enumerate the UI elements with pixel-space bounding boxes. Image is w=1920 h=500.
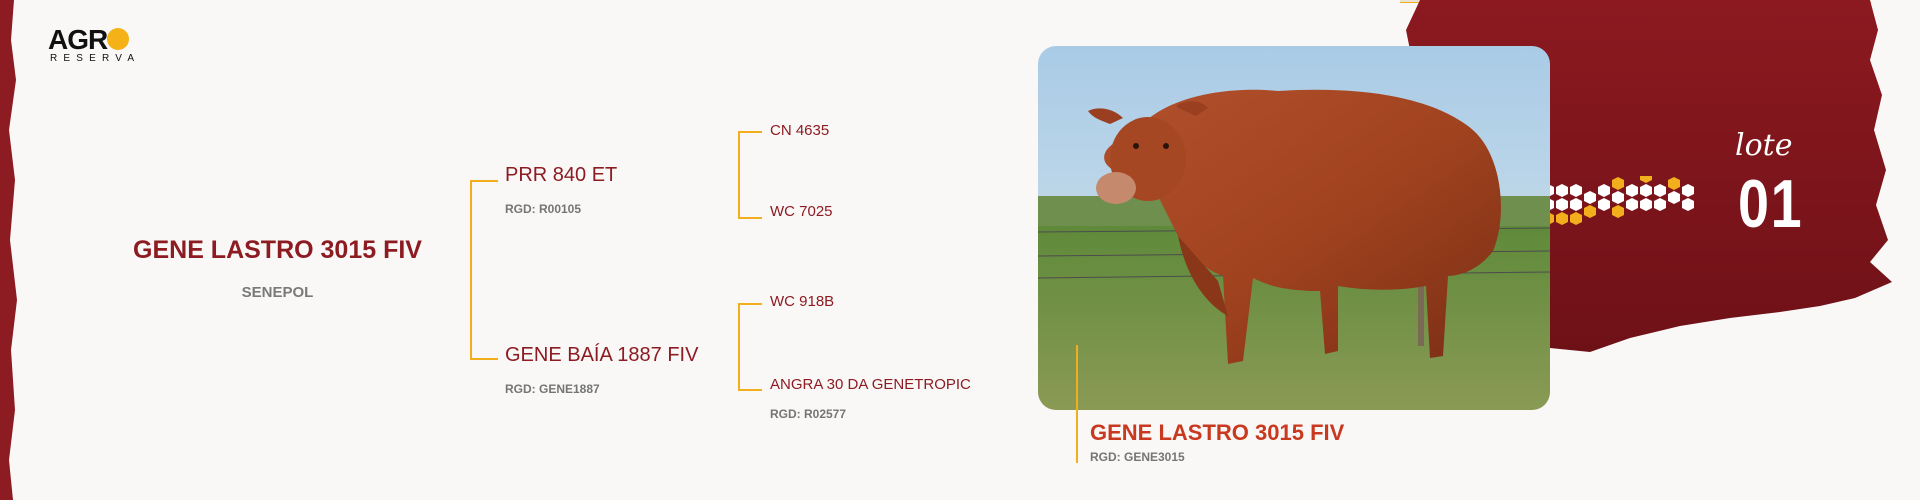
pedigree-connector <box>470 358 498 360</box>
sire-sire-name: CN 4635 <box>770 122 830 139</box>
animal-photo <box>1038 46 1550 410</box>
pedigree-connector <box>738 217 762 219</box>
pedigree-connector <box>738 303 762 305</box>
pedigree-connector <box>470 180 472 360</box>
pedigree-connector <box>470 180 498 182</box>
bull-photo-image <box>1038 46 1550 410</box>
dam-rgd: RGD: GENE1887 <box>505 382 600 396</box>
logo-wordmark: AGR <box>48 24 130 55</box>
logo-subtitle: RESERVA <box>50 53 141 64</box>
pedigree-connector <box>738 303 740 391</box>
lot-label: lote <box>1735 128 1793 163</box>
subject-name: GENE LASTRO 3015 FIV <box>133 236 422 264</box>
photo-caption-rgd: RGD: GENE3015 <box>1090 450 1185 464</box>
photo-caption-name: GENE LASTRO 3015 FIV <box>1090 420 1345 445</box>
lot-number: 01 <box>1738 166 1804 242</box>
hexagon-pattern-icon <box>1542 176 1694 225</box>
agro-reserva-logo: AGR RESERVA <box>48 26 158 68</box>
dam-sire-name: WC 918B <box>770 293 835 310</box>
logo-clock-icon <box>107 28 130 50</box>
dam-dam-rgd: RGD: R02577 <box>770 407 847 421</box>
dam-name: GENE BAÍA 1887 FIV <box>505 344 699 366</box>
logo-text: AGR <box>48 24 108 55</box>
left-brush-edge <box>0 0 17 500</box>
pedigree-connector <box>738 131 740 219</box>
pedigree-connector <box>738 131 762 133</box>
caption-accent-line <box>1076 345 1078 463</box>
sire-dam-name: WC 7025 <box>770 203 833 220</box>
dam-dam-name: ANGRA 30 DA GENETROPIC <box>770 376 971 393</box>
sire-name: PRR 840 ET <box>505 164 618 186</box>
pedigree-connector <box>738 389 762 391</box>
sire-rgd: RGD: R00105 <box>505 202 582 216</box>
subject-breed: SENEPOL <box>241 284 314 301</box>
